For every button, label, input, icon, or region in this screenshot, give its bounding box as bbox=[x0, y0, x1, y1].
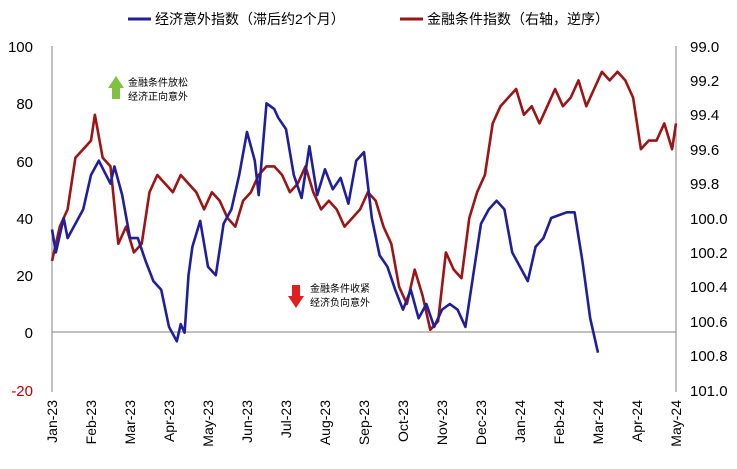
left-axis: 100 80 60 40 20 0 -20 bbox=[8, 39, 33, 400]
annotation-easing-line1: 金融条件放松 bbox=[128, 76, 188, 89]
x-tick-label: Oct-23 bbox=[395, 400, 411, 442]
right-tick-label: 101.0 bbox=[690, 383, 728, 400]
x-tick-label: Nov-23 bbox=[434, 400, 450, 445]
annotation-easing-line2: 经济正向意外 bbox=[128, 90, 188, 103]
x-tick-label: Jun-23 bbox=[239, 400, 255, 443]
x-tick-label: Mar-23 bbox=[122, 400, 138, 445]
x-tick-label: Feb-23 bbox=[83, 400, 99, 445]
x-tick-label: Mar-24 bbox=[590, 400, 606, 445]
x-tick-label: May-24 bbox=[668, 400, 684, 447]
x-tick-label: Apr-24 bbox=[629, 400, 645, 442]
x-tick-label: Jan-23 bbox=[44, 400, 60, 443]
annotation-tightening-line1: 金融条件收紧 bbox=[310, 282, 370, 295]
legend: 经济意外指数（滞后约2个月） 金融条件指数（右轴，逆序） bbox=[128, 11, 609, 27]
x-tick-label: Sep-23 bbox=[356, 400, 372, 445]
x-tick-label: Apr-23 bbox=[161, 400, 177, 442]
right-tick-label: 100.0 bbox=[690, 211, 728, 228]
legend-label-economic: 经济意外指数（滞后约2个月） bbox=[155, 11, 345, 27]
left-tick-label: 0 bbox=[25, 325, 33, 342]
right-tick-label: 100.2 bbox=[690, 245, 728, 262]
x-tick-label: Aug-23 bbox=[317, 400, 333, 445]
left-tick-label: 60 bbox=[16, 154, 33, 171]
right-tick-label: 99.6 bbox=[690, 142, 719, 159]
series-line-economic-surprise bbox=[50, 102, 600, 353]
right-tick-label: 100.6 bbox=[690, 314, 728, 331]
x-tick-label: Dec-23 bbox=[473, 400, 489, 445]
right-tick-label: 99.0 bbox=[690, 39, 719, 56]
left-tick-label: -20 bbox=[11, 383, 33, 400]
right-tick-label: 99.4 bbox=[690, 107, 719, 124]
x-tick-label: Feb-24 bbox=[551, 400, 567, 445]
x-tick-label: Jan-24 bbox=[512, 400, 528, 443]
right-tick-label: 100.4 bbox=[690, 279, 728, 296]
series-line-financial-conditions bbox=[50, 70, 678, 332]
x-tick-label: May-23 bbox=[200, 400, 216, 447]
right-axis: 99.0 99.2 99.4 99.6 99.8 100.0 100.2 100… bbox=[690, 39, 728, 400]
left-tick-label: 100 bbox=[8, 39, 33, 56]
right-tick-label: 100.8 bbox=[690, 348, 728, 365]
right-tick-label: 99.8 bbox=[690, 176, 719, 193]
arrow-down-icon bbox=[288, 285, 304, 308]
right-tick-label: 99.2 bbox=[690, 73, 719, 90]
arrow-up-icon bbox=[108, 76, 124, 99]
x-axis: Jan-23 Feb-23 Mar-23 Apr-23 May-23 Jun-23 Jul-… bbox=[44, 400, 684, 447]
left-tick-label: 20 bbox=[16, 268, 33, 285]
annotation-easing: 金融条件放松 经济正向意外 bbox=[108, 76, 188, 103]
left-tick-label: 80 bbox=[16, 96, 33, 113]
annotation-tightening-line2: 经济负向意外 bbox=[310, 296, 370, 309]
left-tick-label: 40 bbox=[16, 211, 33, 228]
x-tick-label: Jul-23 bbox=[278, 400, 294, 438]
legend-label-financial: 金融条件指数（右轴，逆序） bbox=[427, 11, 609, 27]
annotation-tightening: 金融条件收紧 经济负向意外 bbox=[288, 282, 370, 309]
